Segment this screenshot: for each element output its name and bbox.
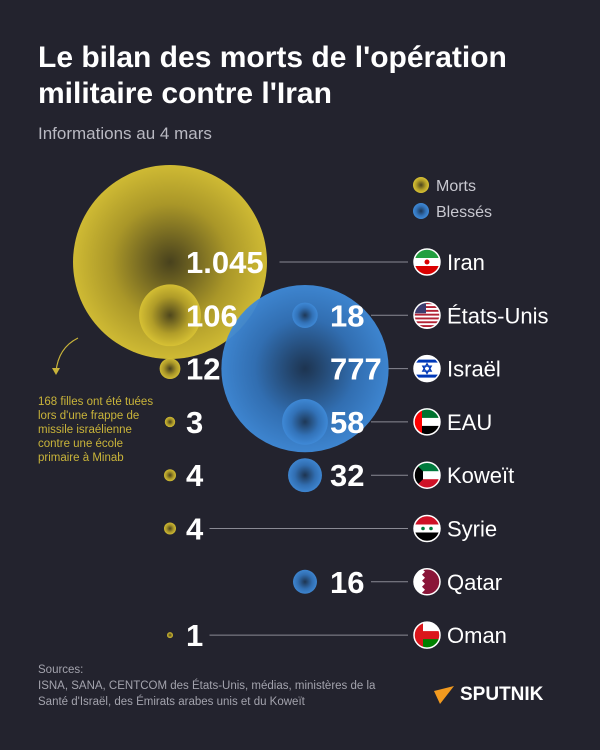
country-label: États-Unis: [447, 303, 548, 328]
sputnik-logo: SPUTNIK: [432, 684, 543, 706]
note-arrowhead: [52, 368, 60, 375]
country-label: Oman: [447, 623, 507, 648]
bubble-blesses-3: [282, 399, 328, 445]
blesses-label: 16: [330, 565, 364, 600]
country-label: Iran: [447, 250, 485, 275]
annotation-note: 168 filles ont été tuées lors d'une frap…: [38, 396, 154, 464]
bubble-blesses-6: [293, 569, 317, 594]
blesses-label: 18: [330, 298, 364, 333]
legend-swatch: [413, 177, 429, 193]
morts-label: 3: [186, 405, 203, 440]
bubble-morts-7: [167, 632, 173, 639]
country-label: Syrie: [447, 517, 497, 542]
flag-icon-6: [413, 568, 441, 596]
country-label: EAU: [447, 410, 492, 435]
legend-label: Blessés: [436, 204, 492, 221]
blesses-label: 777: [330, 352, 382, 387]
bubble-morts-4: [164, 469, 176, 482]
legend-swatch: [413, 203, 429, 219]
bubble-morts-3: [164, 416, 176, 428]
flag-icon-5: [413, 514, 441, 543]
note-arrow: [55, 337, 79, 373]
flag-icon-4: [413, 461, 441, 489]
bubble-morts-1: [139, 284, 201, 347]
country-label: Israël: [447, 357, 501, 382]
flag-icon-2: [413, 354, 441, 383]
morts-label: 106: [186, 298, 238, 333]
country-label: Koweït: [447, 463, 514, 488]
bubble-morts-5: [164, 522, 176, 535]
morts-label: 4: [186, 512, 204, 547]
legend-label: Morts: [436, 178, 476, 195]
bubble-blesses-4: [288, 458, 322, 493]
bubble-blesses-2: [221, 284, 389, 453]
page-title: Le bilan des morts de l'opération milita…: [38, 41, 507, 110]
bubble-morts-0: [73, 165, 267, 359]
sources-label: Sources:: [38, 664, 84, 676]
sources-text: ISNA, SANA, CENTCOM des États-Unis, médi…: [38, 680, 376, 708]
country-label: Qatar: [447, 570, 502, 595]
morts-label: 1: [186, 618, 203, 653]
sources: Sources: ISNA, SANA, CENTCOM des États-U…: [38, 662, 408, 710]
morts-label: 4: [186, 458, 204, 493]
flag-icon-0: [413, 248, 441, 276]
flag-icon-7: [413, 621, 441, 649]
bubble-morts-2: [159, 358, 181, 379]
blesses-label: 32: [330, 458, 364, 493]
blesses-label: 58: [330, 405, 364, 440]
morts-label: 12: [186, 352, 220, 387]
flag-icon-3: [413, 408, 441, 436]
flag-icon-1: [413, 301, 441, 330]
sputnik-logo-icon: [434, 686, 454, 704]
subtitle: Informations au 4 mars: [38, 124, 212, 143]
logo-text: SPUTNIK: [460, 684, 544, 705]
bubble-blesses-1: [292, 302, 318, 329]
morts-label: 1.045: [186, 245, 264, 280]
